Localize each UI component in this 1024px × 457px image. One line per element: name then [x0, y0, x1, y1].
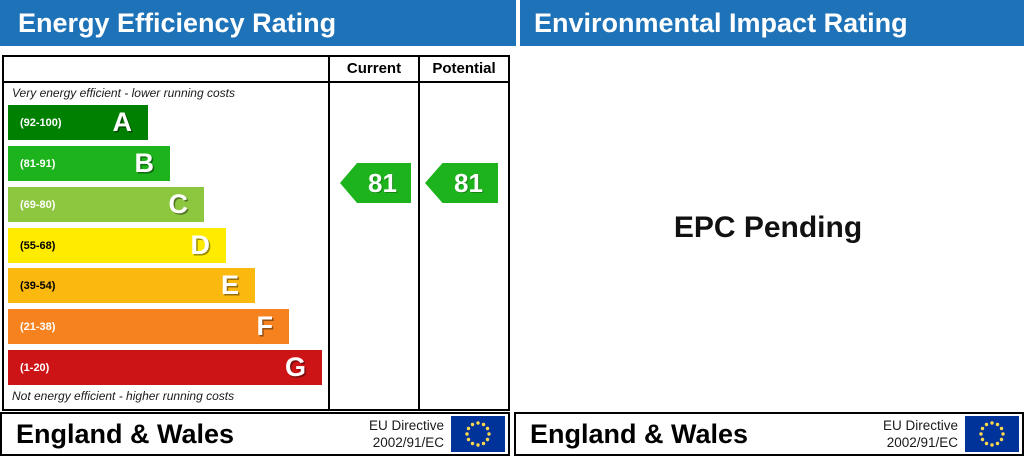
column-divider-current [328, 57, 330, 409]
band-f-range: (21-38) [20, 320, 56, 333]
potential-rating-value: 81 [454, 167, 483, 198]
bottom-note: Not energy efficient - higher running co… [12, 389, 235, 403]
band-d: (55-68) D [8, 228, 226, 263]
current-column-header: Current [346, 60, 402, 77]
eu-flag-icon [965, 416, 1019, 452]
band-g-range: (1-20) [20, 361, 50, 374]
eu-directive-line1: EU Directive [882, 418, 958, 433]
column-divider-potential [418, 57, 420, 409]
band-d-letter: D [190, 230, 211, 260]
eu-directive-label: EU Directive 2002/91/EC [883, 418, 958, 452]
potential-rating-arrow: 81 [425, 163, 498, 203]
band-f: (21-38) F [8, 309, 289, 344]
energy-efficiency-header: Energy Efficiency Rating [0, 0, 516, 46]
eu-flag-icon [451, 416, 505, 452]
band-d-range: (55-68) [20, 239, 56, 252]
band-c-range: (69-80) [20, 198, 56, 211]
top-note: Very energy efficient - lower running co… [12, 86, 235, 100]
eu-directive-label: EU Directive 2002/91/EC [369, 418, 444, 452]
band-b: (81-91) B [8, 146, 170, 181]
energy-rating-table: Current Potential Very energy efficient … [2, 55, 510, 411]
band-a: (92-100) A [8, 105, 148, 140]
band-f-letter: F [256, 311, 274, 341]
band-b-range: (81-91) [20, 157, 56, 170]
band-a-range: (92-100) [20, 116, 62, 129]
band-e-letter: E [220, 270, 239, 300]
potential-column-header: Potential [432, 60, 496, 77]
header-row-divider [4, 81, 508, 83]
band-g: (1-20) G [8, 350, 322, 385]
current-rating-arrow: 81 [340, 163, 411, 203]
band-e-range: (39-54) [20, 279, 56, 292]
current-rating-value: 81 [368, 167, 397, 198]
footer-right: England & Wales EU Directive 2002/91/EC [514, 412, 1024, 456]
eu-directive-line2: 2002/91/EC [886, 434, 958, 450]
region-label: England & Wales [530, 418, 749, 449]
eu-directive-line1: EU Directive [368, 418, 444, 433]
environmental-impact-header: Environmental Impact Rating [520, 0, 1024, 46]
band-g-letter: G [284, 352, 306, 382]
band-c-letter: C [168, 189, 189, 219]
band-c: (69-80) C [8, 187, 204, 222]
band-e: (39-54) E [8, 268, 255, 303]
region-label: England & Wales [16, 418, 235, 449]
band-b-letter: B [134, 148, 155, 178]
footer-left: England & Wales EU Directive 2002/91/EC [0, 412, 510, 456]
epc-pending-text: EPC Pending [673, 211, 863, 244]
band-a-letter: A [112, 107, 133, 137]
eu-directive-line2: 2002/91/EC [372, 434, 444, 450]
